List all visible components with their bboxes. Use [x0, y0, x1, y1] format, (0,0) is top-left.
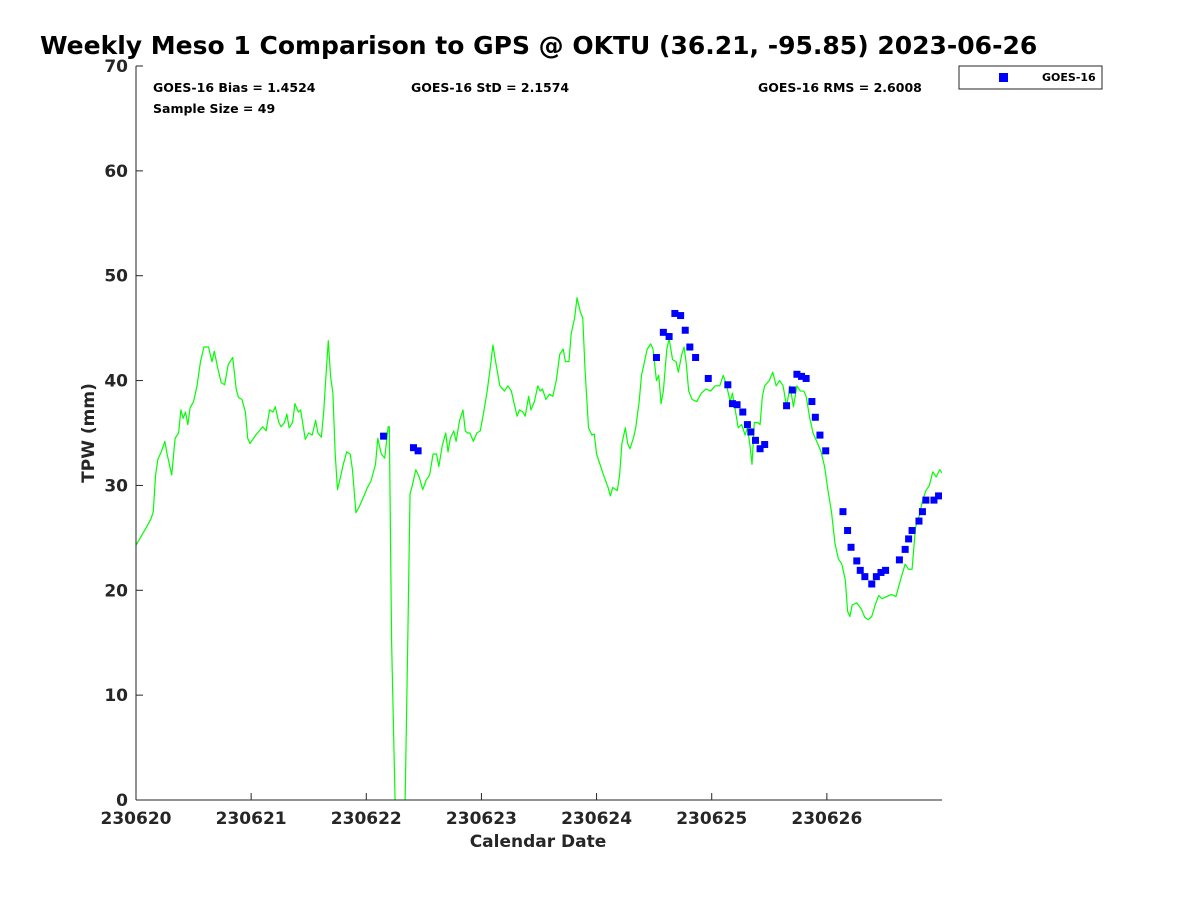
goes-16-data-point [380, 432, 388, 440]
goes-16-data-point [882, 566, 890, 574]
goes-16-data-point [665, 333, 673, 341]
y-tick-label: 70 [104, 57, 128, 77]
goes-16-data-point [935, 492, 942, 500]
goes-16-data-point [686, 343, 694, 351]
goes-16-data-point [409, 444, 417, 452]
y-tick-label: 60 [104, 162, 128, 182]
legend-label-goes-16: GOES-16 [1042, 71, 1096, 84]
gps-series-line [136, 297, 942, 800]
y-tick-label: 20 [104, 581, 128, 601]
sample-size-stat: Sample Size = 49 [153, 101, 275, 116]
goes-16-data-point [692, 354, 700, 361]
y-axis-label: TPW (mm) [79, 383, 99, 483]
goes-16-data-point [844, 527, 852, 535]
goes-16-data-point [816, 431, 824, 439]
goes-16-data-point [922, 496, 930, 504]
goes-16-data-point [724, 381, 732, 389]
x-tick-label: 230624 [561, 809, 632, 829]
goes-16-data-point [677, 312, 685, 320]
x-tick-label: 230625 [676, 809, 747, 829]
goes-16-data-point [822, 447, 830, 455]
legend-box [958, 65, 1103, 90]
goes-16-data-point [798, 372, 806, 380]
goes-16-data-point [895, 556, 903, 564]
goes-16-data-point [728, 400, 736, 408]
goes-16-data-point [802, 374, 810, 382]
y-tick-label: 50 [104, 267, 128, 287]
goes-16-data-point [908, 527, 916, 535]
goes-16-data-point [839, 508, 847, 516]
x-tick-label: 230620 [101, 809, 172, 829]
goes-16-data-point [856, 566, 864, 574]
legend: GOES-16 [958, 65, 1103, 90]
goes-16-data-point [808, 398, 816, 406]
y-tick-label: 40 [104, 372, 128, 392]
goes-16-data-point [905, 535, 913, 543]
x-tick-label: 230621 [216, 809, 287, 829]
goes-16-data-point [756, 445, 764, 453]
legend-marker-goes-16 [999, 73, 1008, 82]
chart-title: Weekly Meso 1 Comparison to GPS @ OKTU (… [40, 31, 1037, 60]
x-ticks: 230620 230621 230622 230623 230624 230625 2306… [101, 793, 862, 829]
goes-16-data-point [747, 428, 755, 436]
goes-16-data-point [783, 402, 791, 410]
x-tick-label: 230622 [331, 809, 402, 829]
goes-16-data-point [930, 496, 938, 504]
goes-16-data-point [704, 374, 712, 382]
goes-16-data-point [877, 568, 885, 576]
y-tick-label: 30 [104, 476, 128, 496]
y-ticks: 0 10 20 30 40 50 60 70 [104, 57, 143, 811]
goes-16-data-point [414, 447, 422, 455]
goes-16-data-point [868, 580, 876, 588]
y-tick-label: 10 [104, 686, 128, 706]
goes-16-data-point [793, 370, 801, 378]
rms-stat: GOES-16 RMS = 2.6008 [758, 80, 922, 95]
goes-16-data-point [847, 543, 855, 551]
goes-16-data-point [671, 309, 679, 317]
x-axis-label: Calendar Date [470, 832, 607, 852]
y-tick-label: 0 [116, 791, 128, 811]
goes-16-data-point [739, 408, 747, 416]
goes-16-data-point [915, 517, 923, 525]
goes-16-data-point [811, 413, 819, 421]
goes-16-data-point [652, 354, 660, 361]
goes-points-layer [380, 309, 942, 588]
std-stat: GOES-16 StD = 2.1574 [411, 80, 569, 95]
goes-16-data-point [659, 328, 667, 336]
goes-16-data-point [733, 401, 741, 409]
goes-16-data-point [751, 436, 759, 444]
gps-line-layer [136, 297, 942, 800]
goes-16-data-point [861, 573, 869, 581]
goes-16-data-point [918, 508, 926, 516]
x-tick-label: 230626 [791, 809, 862, 829]
x-tick-label: 230623 [446, 809, 517, 829]
goes-16-data-point [743, 421, 751, 429]
bias-stat: GOES-16 Bias = 1.4524 [153, 80, 316, 95]
goes-16-data-point [853, 557, 861, 565]
goes-16-data-point [872, 573, 880, 581]
goes-16-data-point [788, 386, 796, 394]
goes-16-data-point [761, 441, 769, 449]
goes-16-data-point [681, 326, 689, 334]
goes-16-data-point [901, 545, 909, 553]
